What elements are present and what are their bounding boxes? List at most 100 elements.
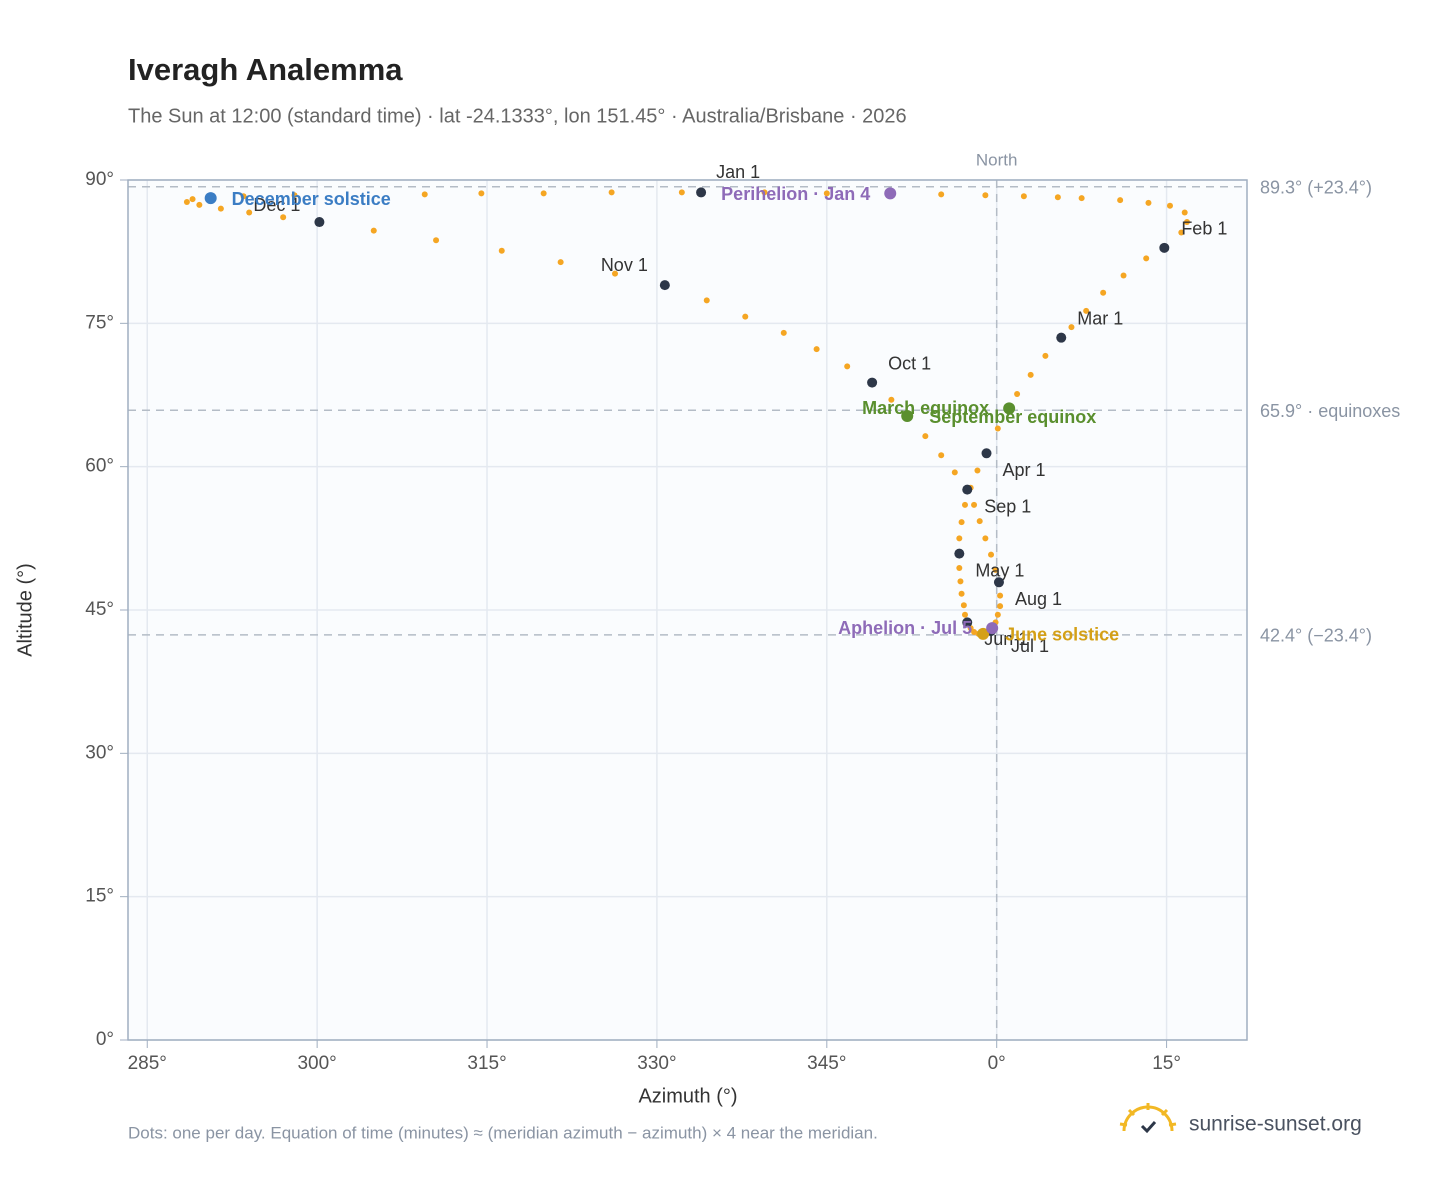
day-dot (974, 467, 981, 474)
reference-label: 65.9° · equinoxes (1260, 401, 1400, 421)
day-dot (433, 237, 440, 244)
day-dot (1027, 371, 1034, 378)
reference-label: 42.4° (−23.4°) (1260, 626, 1372, 646)
day-dot (1083, 307, 1090, 314)
event-marker (986, 622, 999, 635)
day-dot (997, 592, 1004, 599)
day-dot (498, 247, 505, 254)
month-marker (696, 187, 707, 198)
grid (128, 179, 1247, 1041)
event-label: December solstice (232, 189, 391, 209)
day-dot (958, 590, 965, 597)
month-label: Jan 1 (716, 162, 760, 182)
chart-title: Iveragh Analemma (128, 52, 403, 87)
day-dot (608, 189, 615, 196)
event-label: March equinox (862, 398, 989, 418)
month-label: Dec 1 (253, 195, 300, 215)
day-dot (196, 201, 203, 208)
month-label: Oct 1 (888, 353, 931, 373)
day-dot (1183, 219, 1190, 226)
day-dot (957, 578, 964, 585)
day-dot (1068, 324, 1075, 331)
month-label: Sep 1 (984, 496, 1031, 516)
day-dot (780, 329, 787, 336)
x-tick-label: 15° (1152, 1053, 1181, 1074)
month-marker (962, 484, 973, 495)
y-axis-label: Altitude (°) (14, 563, 36, 657)
brand-logo (1119, 1103, 1177, 1134)
y-tick-label: 60° (85, 456, 114, 477)
x-tick-label: 345° (807, 1053, 846, 1074)
event-label: Perihelion · Jan 4 (721, 184, 870, 204)
day-dot (960, 602, 967, 609)
y-tick-label: 0° (96, 1029, 114, 1050)
event-marker (901, 410, 914, 423)
day-dot (956, 564, 963, 571)
day-dot (183, 198, 190, 205)
day-dot (1181, 209, 1188, 216)
month-marker (981, 448, 992, 459)
day-dot (1020, 193, 1027, 200)
day-dot (982, 535, 989, 542)
day-dot (844, 363, 851, 370)
meridian-label: North (976, 150, 1018, 169)
day-dot (994, 611, 1001, 618)
day-dot (976, 518, 983, 525)
day-dot (742, 313, 749, 320)
day-dot (951, 469, 958, 476)
event-label: September equinox (929, 407, 1096, 427)
month-label: Aug 1 (1015, 589, 1062, 609)
x-tick-label: 330° (637, 1053, 676, 1074)
month-marker (954, 548, 965, 559)
y-tick-label: 30° (85, 742, 114, 763)
day-dot (540, 190, 547, 197)
day-dot (938, 191, 945, 198)
day-dot (997, 603, 1004, 610)
x-tick-label: 300° (297, 1053, 336, 1074)
month-marker (659, 280, 670, 291)
reference-label: 89.3° (+23.4°) (1260, 177, 1372, 197)
month-marker (962, 617, 973, 628)
day-dot (1120, 272, 1127, 279)
day-dot (240, 193, 247, 200)
day-dot (703, 297, 710, 304)
axes: 0° 15° 30° 45° 60° 75° 90° 285° 300° 315° 330° 345°… (85, 169, 1181, 1074)
day-dot (988, 551, 995, 558)
day-dot (761, 189, 768, 196)
y-tick-label: 15° (85, 886, 114, 907)
month-label: Jun 1 (984, 629, 1028, 649)
day-dot (1100, 289, 1107, 296)
month-marker (1159, 242, 1170, 253)
day-dot (421, 191, 428, 198)
day-dot (888, 396, 895, 403)
day-dot (1145, 199, 1152, 206)
day-dot (1042, 352, 1049, 359)
day-dot (370, 227, 377, 234)
day-dot (961, 501, 968, 508)
month-label: Jul 1 (1011, 636, 1049, 656)
day-dot (1117, 197, 1124, 204)
day-dot (1178, 229, 1185, 236)
day-dot (612, 270, 619, 277)
reference-lines: 89.3° (+23.4°) 65.9° · equinoxes 42.4° (−2… (128, 150, 1400, 1040)
event-marker (204, 192, 217, 205)
day-dot (823, 190, 830, 197)
x-tick-label: 315° (467, 1053, 506, 1074)
day-dot (678, 189, 685, 196)
y-tick-label: 90° (85, 169, 114, 190)
day-dot (557, 259, 564, 266)
day-dot (1078, 195, 1085, 202)
day-dot (922, 433, 929, 440)
day-dot (1143, 255, 1150, 262)
month-marker (867, 377, 878, 388)
footnote: Dots: one per day. Equation of time (min… (128, 1123, 878, 1142)
chart-subtitle: The Sun at 12:00 (standard time) · lat -… (128, 105, 907, 127)
day-dot (246, 209, 253, 216)
x-tick-label: 0° (988, 1053, 1006, 1074)
day-dot (994, 425, 1001, 432)
month-label: Mar 1 (1077, 308, 1123, 328)
event-marker (977, 627, 990, 640)
brand: sunrise-sunset.org (1189, 1113, 1362, 1136)
